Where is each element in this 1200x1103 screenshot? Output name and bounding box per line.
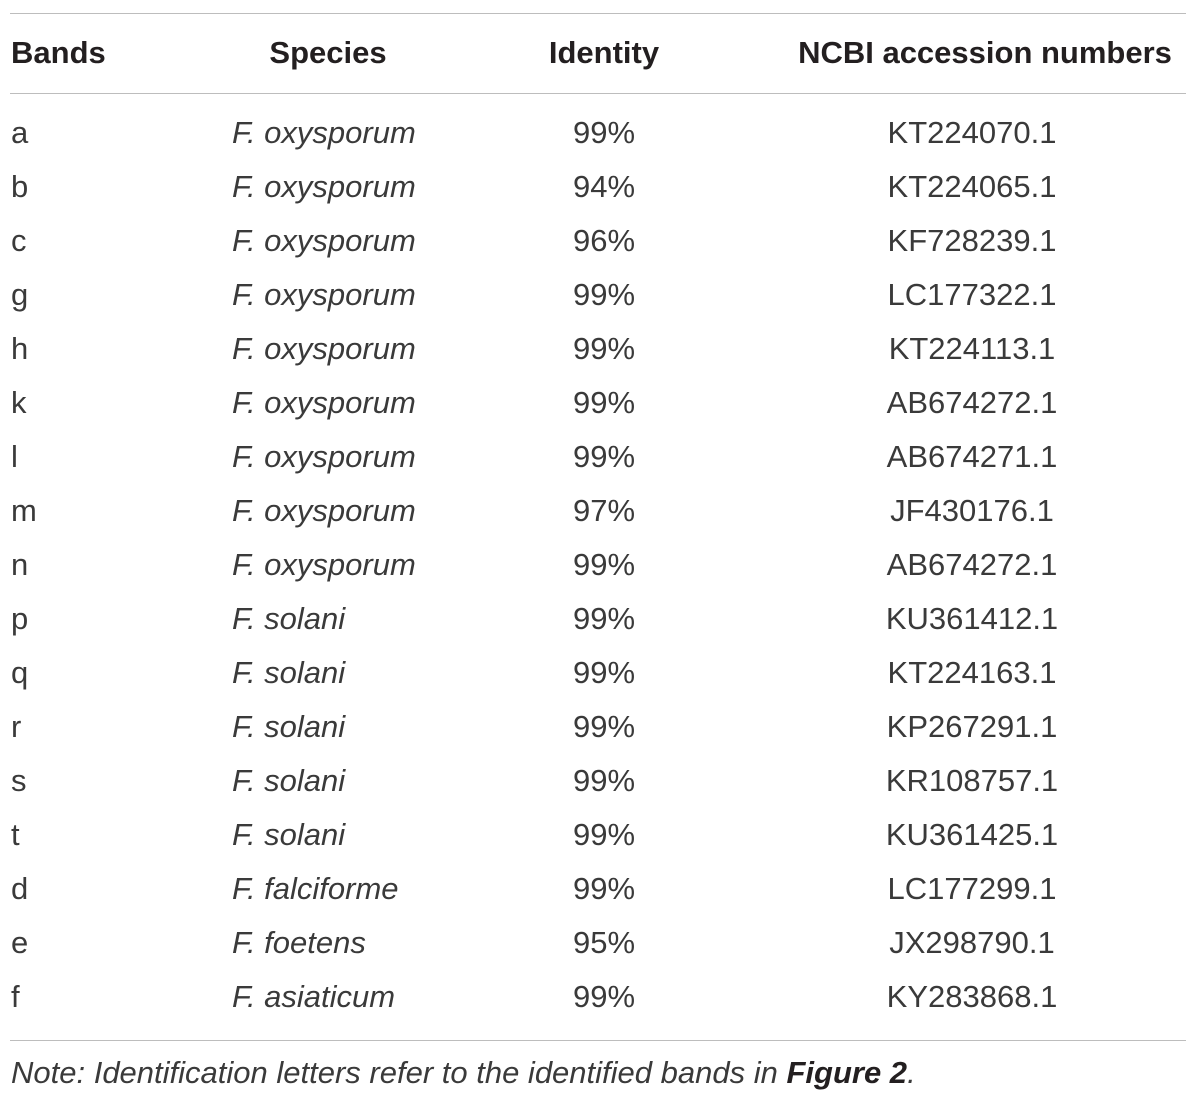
- species-cell: F. falciforme: [232, 871, 399, 906]
- note-prefix: Note: Identification letters refer to th…: [11, 1055, 787, 1090]
- species-cell: F. oxysporum: [232, 223, 416, 258]
- species-cell: F. oxysporum: [232, 277, 416, 312]
- band-cell: k: [11, 385, 27, 420]
- band-cell: g: [11, 277, 29, 312]
- band-cell: q: [11, 655, 29, 690]
- header-ncbi-accession: NCBI accession numbers: [798, 35, 1172, 70]
- species-cell: F. solani: [232, 817, 346, 852]
- accession-cell: KP267291.1: [886, 709, 1058, 744]
- band-cell: p: [11, 601, 29, 636]
- table-row: l F. oxysporum 99% AB674271.1: [0, 430, 1200, 484]
- table-top-rule: [10, 13, 1186, 14]
- species-cell: F. solani: [232, 655, 346, 690]
- table-row: c F. oxysporum 96% KF728239.1: [0, 214, 1200, 268]
- band-cell: r: [11, 709, 22, 744]
- species-cell: F. foetens: [232, 925, 366, 960]
- band-cell: a: [11, 115, 29, 150]
- band-cell: b: [11, 169, 29, 204]
- table-row: m F. oxysporum 97% JF430176.1: [0, 484, 1200, 538]
- species-cell: F. oxysporum: [232, 439, 416, 474]
- band-cell: f: [11, 979, 20, 1014]
- species-cell: F. solani: [232, 709, 346, 744]
- table-row: k F. oxysporum 99% AB674272.1: [0, 376, 1200, 430]
- band-cell: e: [11, 925, 29, 960]
- accession-cell: JX298790.1: [889, 925, 1055, 960]
- species-cell: F. solani: [232, 601, 346, 636]
- identity-cell: 99%: [572, 817, 636, 852]
- identity-cell: 99%: [572, 439, 636, 474]
- species-cell: F. oxysporum: [232, 169, 416, 204]
- table-row: p F. solani 99% KU361412.1: [0, 592, 1200, 646]
- species-cell: F. oxysporum: [232, 547, 416, 582]
- table-header-row: Bands Species Identity NCBI accession nu…: [0, 26, 1200, 80]
- accession-cell: AB674272.1: [886, 547, 1058, 582]
- table-row: g F. oxysporum 99% LC177322.1: [0, 268, 1200, 322]
- table-note: Note: Identification letters refer to th…: [11, 1048, 916, 1098]
- identity-cell: 99%: [572, 871, 636, 906]
- table-row: n F. oxysporum 99% AB674272.1: [0, 538, 1200, 592]
- identity-cell: 99%: [572, 385, 636, 420]
- accession-cell: KU361412.1: [885, 601, 1059, 636]
- accession-cell: AB674272.1: [886, 385, 1058, 420]
- table-row: t F. solani 99% KU361425.1: [0, 808, 1200, 862]
- band-cell: h: [11, 331, 29, 366]
- species-cell: F. oxysporum: [232, 385, 416, 420]
- table-row: r F. solani 99% KP267291.1: [0, 700, 1200, 754]
- identity-cell: 99%: [572, 331, 636, 366]
- band-cell: c: [11, 223, 27, 258]
- accession-cell: KT224163.1: [887, 655, 1057, 690]
- accession-cell: KT224113.1: [888, 331, 1056, 366]
- table-row: q F. solani 99% KT224163.1: [0, 646, 1200, 700]
- accession-cell: LC177322.1: [887, 277, 1057, 312]
- note-figure-ref: Figure 2: [786, 1055, 908, 1090]
- accession-cell: KY283868.1: [886, 979, 1058, 1014]
- identity-cell: 95%: [572, 925, 636, 960]
- identity-cell: 99%: [572, 709, 636, 744]
- band-cell: m: [11, 493, 37, 528]
- accession-cell: KT224070.1: [887, 115, 1057, 150]
- header-species: Species: [269, 35, 387, 70]
- accession-cell: KR108757.1: [885, 763, 1059, 798]
- accession-cell: KF728239.1: [887, 223, 1057, 258]
- table-bottom-rule: [10, 1040, 1186, 1041]
- band-cell: t: [11, 817, 20, 852]
- band-cell: n: [11, 547, 29, 582]
- identity-cell: 97%: [572, 493, 636, 528]
- table-header-rule: [10, 93, 1186, 94]
- identity-cell: 99%: [572, 115, 636, 150]
- species-cell: F. asiaticum: [232, 979, 396, 1014]
- table-row: s F. solani 99% KR108757.1: [0, 754, 1200, 808]
- identity-cell: 99%: [572, 547, 636, 582]
- identity-cell: 99%: [572, 979, 636, 1014]
- note-suffix: .: [907, 1055, 916, 1090]
- species-cell: F. oxysporum: [232, 115, 416, 150]
- table-row: e F. foetens 95% JX298790.1: [0, 916, 1200, 970]
- accession-cell: AB674271.1: [886, 439, 1058, 474]
- accession-cell: KU361425.1: [885, 817, 1059, 852]
- table-row: h F. oxysporum 99% KT224113.1: [0, 322, 1200, 376]
- identity-cell: 99%: [572, 277, 636, 312]
- table-row: b F. oxysporum 94% KT224065.1: [0, 160, 1200, 214]
- identity-cell: 94%: [572, 169, 636, 204]
- species-cell: F. solani: [232, 763, 346, 798]
- table-row: f F. asiaticum 99% KY283868.1: [0, 970, 1200, 1024]
- identity-cell: 96%: [572, 223, 636, 258]
- band-cell: d: [11, 871, 29, 906]
- accession-cell: KT224065.1: [887, 169, 1057, 204]
- accession-cell: JF430176.1: [890, 493, 1054, 528]
- header-identity: Identity: [548, 35, 660, 70]
- table-row: a F. oxysporum 99% KT224070.1: [0, 106, 1200, 160]
- species-cell: F. oxysporum: [232, 493, 416, 528]
- identity-cell: 99%: [572, 601, 636, 636]
- band-cell: l: [11, 439, 18, 474]
- identity-cell: 99%: [572, 763, 636, 798]
- header-bands: Bands: [11, 35, 106, 70]
- accession-cell: LC177299.1: [887, 871, 1057, 906]
- species-cell: F. oxysporum: [232, 331, 416, 366]
- table-row: d F. falciforme 99% LC177299.1: [0, 862, 1200, 916]
- identity-cell: 99%: [572, 655, 636, 690]
- band-cell: s: [11, 763, 27, 798]
